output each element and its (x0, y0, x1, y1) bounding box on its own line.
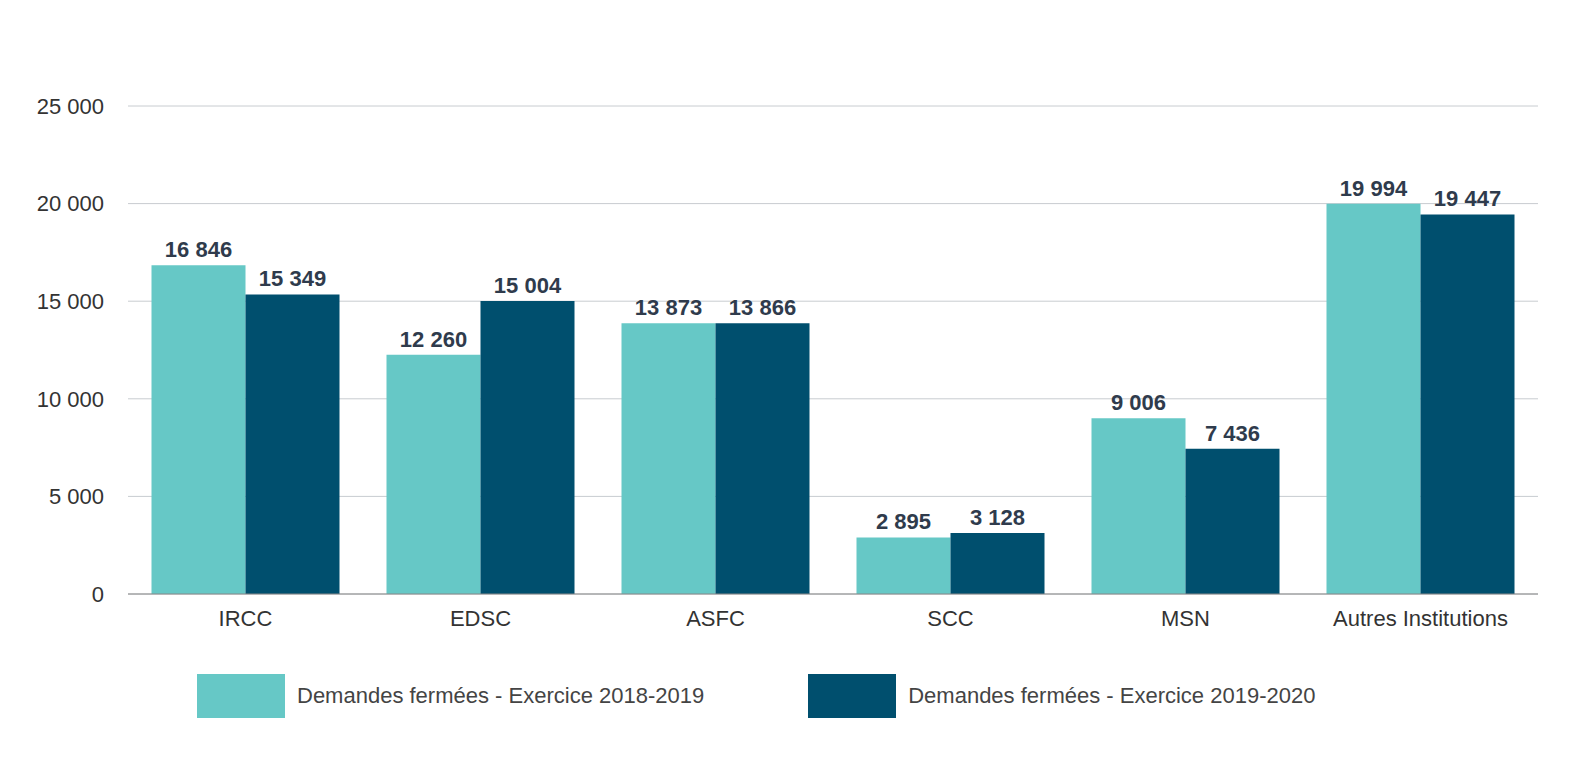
svg-text:EDSC: EDSC (450, 606, 511, 631)
svg-text:15 000: 15 000 (37, 289, 104, 314)
svg-text:15 004: 15 004 (494, 273, 562, 298)
svg-text:25 000: 25 000 (37, 94, 104, 119)
svg-text:10 000: 10 000 (37, 387, 104, 412)
svg-text:16 846: 16 846 (165, 237, 232, 262)
html-text:Demandes fermées - Exercice 20: Demandes fermées - Exercice 2018-2019 (297, 683, 705, 708)
svg-text:15 349: 15 349 (259, 266, 326, 291)
svg-text:20 000: 20 000 (37, 191, 104, 216)
svg-text:ASFC: ASFC (686, 606, 745, 631)
svg-text:13 866: 13 866 (729, 295, 796, 320)
svg-text:IRCC: IRCC (219, 606, 273, 631)
svg-text:12 260: 12 260 (400, 327, 467, 352)
svg-text:19 447: 19 447 (1434, 186, 1501, 211)
svg-text:MSN: MSN (1161, 606, 1210, 631)
svg-text:5 000: 5 000 (49, 484, 104, 509)
svg-text:7 436: 7 436 (1205, 421, 1260, 446)
html-text:Demandes fermées - Exercice 20: Demandes fermées - Exercice 2019-2020 (908, 683, 1316, 708)
svg-text:13 873: 13 873 (635, 295, 702, 320)
svg-text:2 895: 2 895 (876, 509, 931, 534)
svg-text:Autres Institutions: Autres Institutions (1333, 606, 1508, 631)
svg-text:SCC: SCC (927, 606, 974, 631)
svg-text:0: 0 (92, 582, 104, 607)
svg-text:3 128: 3 128 (970, 505, 1025, 530)
svg-text:19 994: 19 994 (1340, 176, 1408, 201)
svg-text:9 006: 9 006 (1111, 390, 1166, 415)
